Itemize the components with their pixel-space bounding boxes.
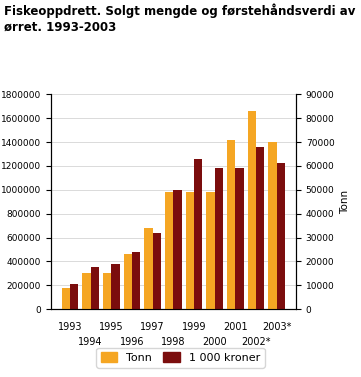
Bar <box>70 284 78 309</box>
Text: 1999: 1999 <box>182 322 206 332</box>
Bar <box>111 264 119 309</box>
Legend: Tonn, 1 000 kroner: Tonn, 1 000 kroner <box>96 348 265 368</box>
Bar <box>153 233 161 309</box>
Bar <box>132 252 140 309</box>
Text: 1998: 1998 <box>161 337 186 347</box>
Bar <box>235 168 244 309</box>
Text: 1995: 1995 <box>99 322 123 332</box>
Bar <box>214 168 223 309</box>
Bar <box>248 111 256 309</box>
Text: 1997: 1997 <box>140 322 165 332</box>
Bar <box>91 267 99 309</box>
Bar <box>206 192 214 309</box>
Text: 1993: 1993 <box>58 322 82 332</box>
Text: 1996: 1996 <box>120 337 144 347</box>
Text: 2002*: 2002* <box>241 337 271 347</box>
Bar <box>62 288 70 309</box>
Bar <box>268 142 277 309</box>
Text: 2001: 2001 <box>223 322 248 332</box>
Bar <box>124 254 132 309</box>
Text: 1994: 1994 <box>78 337 103 347</box>
Text: 2000: 2000 <box>202 337 227 347</box>
Text: Fiskeoppdrett. Solgt mengde og førstehåndsverdi av
ørret. 1993-2003: Fiskeoppdrett. Solgt mengde og førstehån… <box>4 4 355 33</box>
Y-axis label: Tonn: Tonn <box>340 190 350 214</box>
Bar <box>173 190 182 309</box>
Bar <box>277 164 285 309</box>
Bar <box>227 139 235 309</box>
Bar <box>194 159 202 309</box>
Bar <box>256 147 264 309</box>
Bar <box>144 228 153 309</box>
Bar <box>165 192 173 309</box>
Bar <box>186 192 194 309</box>
Bar <box>103 273 111 309</box>
Text: 2003*: 2003* <box>262 322 291 332</box>
Bar <box>82 273 91 309</box>
